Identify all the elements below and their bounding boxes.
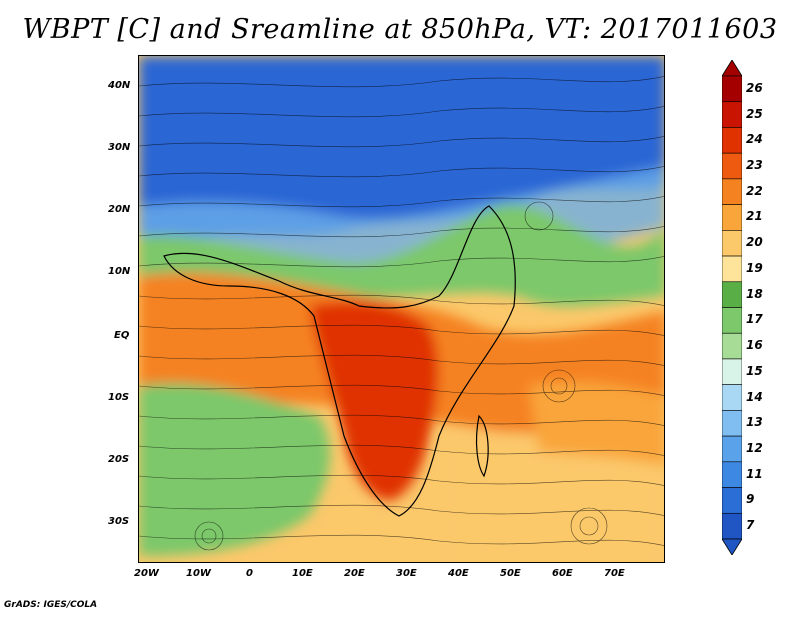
x-tick-label: 10E bbox=[292, 568, 313, 579]
colorbar-segment bbox=[722, 435, 742, 463]
wbpt-field bbox=[139, 56, 664, 562]
colorbar-segment bbox=[722, 255, 742, 283]
colorbar-segment bbox=[722, 152, 742, 180]
colorbar-segment bbox=[722, 307, 742, 334]
colorbar-segment bbox=[722, 101, 742, 128]
colorbar-segment bbox=[722, 204, 742, 231]
x-tick-label: 40E bbox=[448, 568, 469, 579]
x-tick-label: 20E bbox=[344, 568, 365, 579]
y-tick-label: 40N bbox=[108, 80, 131, 91]
y-tick-label: 20N bbox=[108, 204, 131, 215]
colorbar-label: 17 bbox=[746, 312, 763, 327]
colorbar-segment bbox=[722, 358, 742, 385]
y-tick-label: 30S bbox=[108, 516, 130, 527]
colorbar-label: 20 bbox=[746, 235, 763, 250]
x-tick-label: 50E bbox=[500, 568, 521, 579]
weather-map bbox=[138, 55, 665, 563]
y-tick-label: 30N bbox=[108, 142, 131, 153]
colorbar-label: 15 bbox=[746, 363, 763, 378]
y-tick-label: 10N bbox=[108, 266, 131, 277]
colorbar-label: 22 bbox=[746, 183, 763, 198]
colorbar-label: 23 bbox=[746, 158, 763, 173]
chart-title: WBPT [C] and Sreamline at 850hPa, VT: 20… bbox=[22, 14, 778, 45]
colorbar-label: 19 bbox=[746, 260, 763, 275]
x-tick-label: 0 bbox=[246, 568, 253, 579]
colorbar-bottom-arrow bbox=[722, 538, 742, 555]
colorbar-segment bbox=[722, 178, 742, 205]
colorbar-segment bbox=[722, 127, 742, 154]
colorbar-label: 13 bbox=[746, 415, 763, 430]
x-tick-label: 70E bbox=[604, 568, 625, 579]
colorbar-top-arrow bbox=[722, 60, 742, 77]
colorbar-label: 14 bbox=[746, 389, 763, 404]
colorbar-label: 21 bbox=[746, 209, 763, 224]
colorbar-segment bbox=[722, 230, 742, 257]
colorbar-segment bbox=[722, 384, 742, 411]
colorbar-label: 18 bbox=[746, 286, 763, 301]
colorbar-label: 7 bbox=[746, 518, 755, 533]
colorbar-label: 9 bbox=[746, 492, 755, 507]
colorbar-label: 16 bbox=[746, 338, 763, 353]
colorbar-segment bbox=[722, 410, 742, 437]
colorbar-label: 24 bbox=[746, 132, 763, 147]
colorbar-label: 26 bbox=[746, 80, 763, 95]
colorbar-segment bbox=[722, 512, 742, 540]
x-tick-label: 10W bbox=[186, 568, 211, 579]
colorbar-segment bbox=[722, 461, 742, 488]
x-tick-label: 30E bbox=[396, 568, 417, 579]
colorbar-segment bbox=[722, 332, 742, 360]
colorbar-segment bbox=[722, 75, 742, 103]
colorbar-label: 25 bbox=[746, 106, 763, 121]
y-tick-label: EQ bbox=[114, 330, 130, 341]
wbpt-colorbar bbox=[722, 60, 742, 555]
colorbar-label: 11 bbox=[746, 466, 763, 481]
colorbar-segment bbox=[722, 487, 742, 514]
colorbar-label: 12 bbox=[746, 440, 763, 455]
y-tick-label: 20S bbox=[108, 454, 130, 465]
grads-credit: GrADS: IGES/COLA bbox=[4, 600, 98, 610]
x-tick-label: 60E bbox=[552, 568, 573, 579]
colorbar-segment bbox=[722, 281, 742, 308]
x-tick-label: 20W bbox=[134, 568, 159, 579]
y-tick-label: 10S bbox=[108, 392, 130, 403]
